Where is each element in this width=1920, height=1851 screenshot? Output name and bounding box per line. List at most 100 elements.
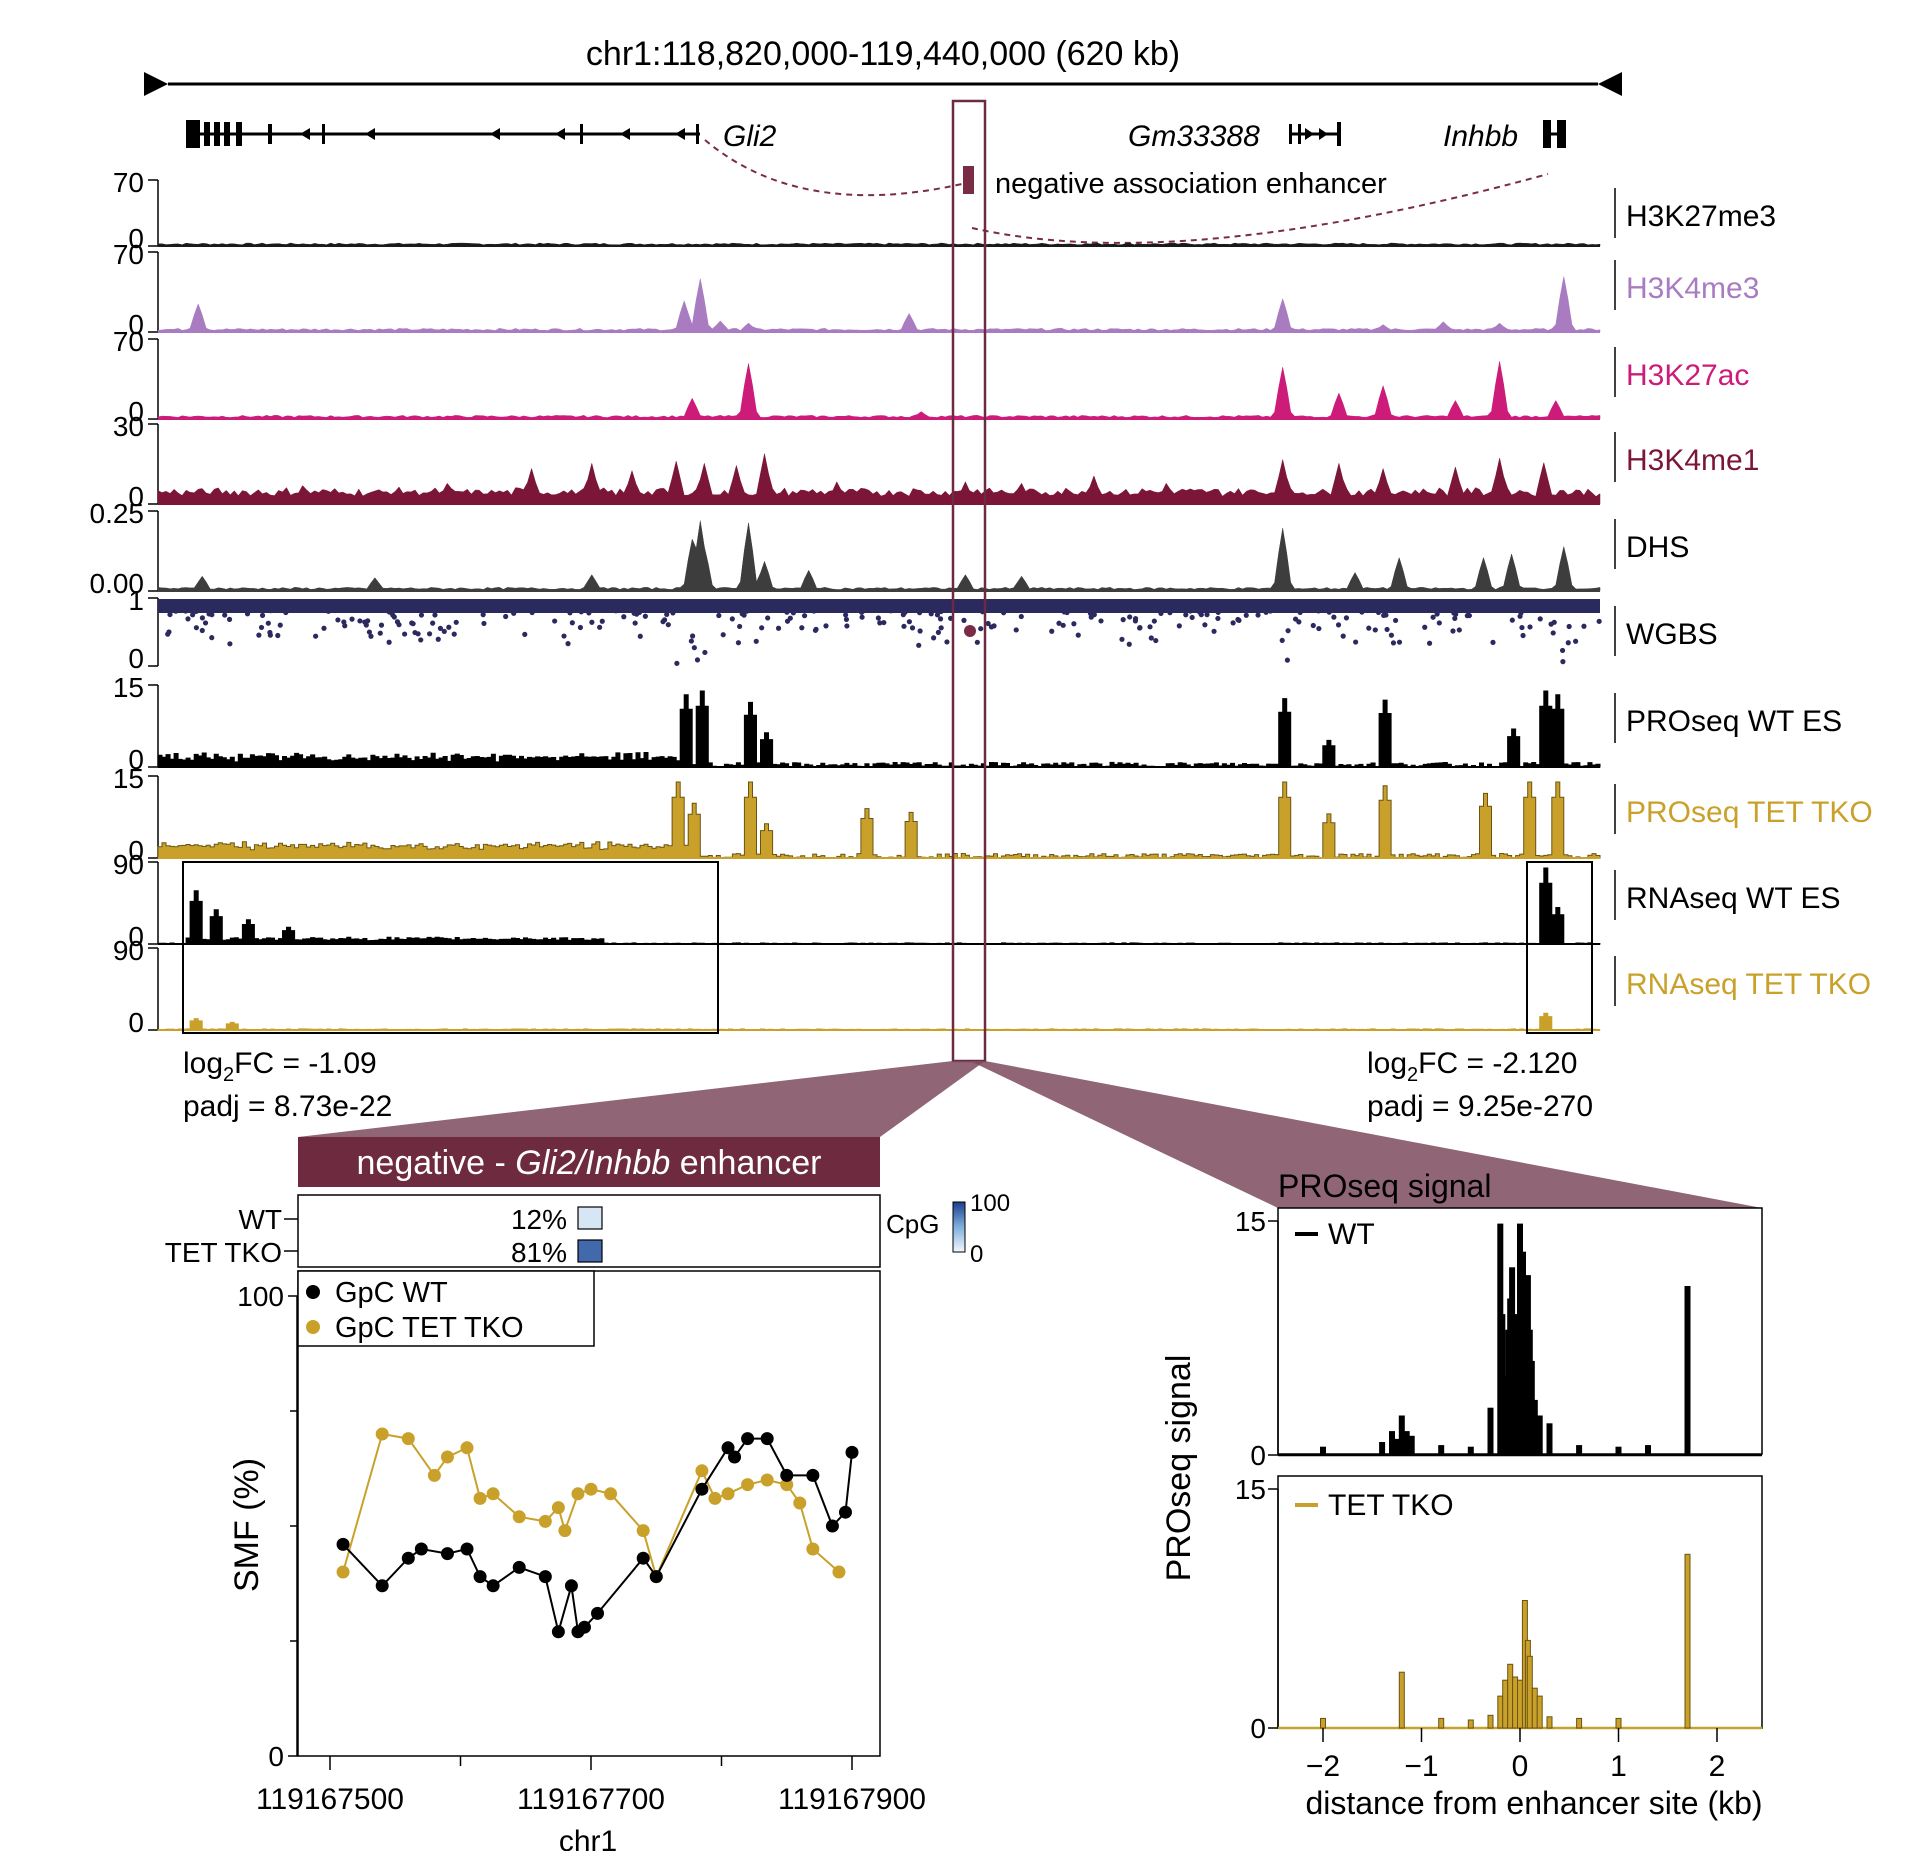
wgbs-cpg-dot <box>924 605 930 611</box>
wgbs-cpg-dot <box>441 628 447 635</box>
wgbs-cpg-dot <box>1098 606 1104 612</box>
gli2-padj: padj = 8.73e-22 <box>183 1090 392 1123</box>
wgbs-cpg-dot <box>888 608 894 614</box>
proseq-xtick-label: 2 <box>1709 1750 1726 1783</box>
wgbs-cpg-dot <box>463 605 469 611</box>
wgbs-cpg-dot <box>1229 605 1235 611</box>
wgbs-cpg-dot <box>533 605 539 611</box>
smf-ylabel: SMF (%) <box>228 1458 266 1592</box>
wgbs-cpg-dot <box>1310 622 1316 629</box>
wgbs-cpg-dot <box>1366 625 1372 631</box>
wgbs-cpg-dot <box>664 611 670 618</box>
wgbs-cpg-dot <box>448 605 454 611</box>
wgbs-cpg-dot <box>437 625 444 631</box>
track-ymin-label: 0 <box>128 396 144 427</box>
wgbs-cpg-dot <box>840 605 846 611</box>
wgbs-cpg-dot <box>1158 605 1164 611</box>
wgbs-cpg-dot <box>1354 606 1360 613</box>
enhancer-link-gli2 <box>704 139 963 197</box>
wgbs-cpg-dot <box>694 657 701 663</box>
wgbs-cpg-dot <box>637 633 643 639</box>
track-label: H3K27ac <box>1626 359 1749 392</box>
wgbs-cpg-dot <box>529 609 535 616</box>
wgbs-cpg-dot <box>985 620 991 627</box>
wgbs-cpg-dot <box>1075 632 1081 638</box>
smf-point-tko <box>558 1524 572 1538</box>
wgbs-cpg-dot <box>737 623 743 630</box>
zoom-wedge-left <box>298 1061 985 1137</box>
legend-marker-gpc-tko <box>306 1320 320 1334</box>
legend-label-gpc-wt: GpC WT <box>335 1277 448 1309</box>
smf-point-tko <box>375 1427 389 1441</box>
wgbs-cpg-dot <box>275 632 281 639</box>
wgbs-cpg-dot <box>202 620 209 626</box>
wgbs-cpg-dot <box>1056 620 1062 626</box>
wgbs-cpg-dot <box>1388 632 1395 638</box>
cpg-colorbar-min: 0 <box>970 1241 983 1268</box>
smf-point-tko <box>512 1510 526 1524</box>
smf-panel: negative - Gli2/Inhbb enhancer WT TET TK… <box>165 1137 1010 1851</box>
wgbs-cpg-dot <box>878 605 884 611</box>
wgbs-cpg-dot <box>1214 605 1221 611</box>
wgbs-cpg-dot <box>190 612 196 618</box>
wgbs-cpg-dot <box>916 610 923 616</box>
proseq-bar-tko <box>1615 1717 1622 1729</box>
smf-point-tko <box>401 1432 415 1446</box>
wgbs-cpg-dot <box>1430 614 1436 620</box>
wgbs-cpg-dot <box>396 622 402 628</box>
smf-point-tko <box>636 1524 650 1538</box>
wgbs-cpg-dot <box>1340 633 1346 639</box>
wgbs-cpg-dot <box>1426 640 1433 646</box>
wgbs-cpg-dot <box>674 660 680 666</box>
proseq-bar-tko <box>1398 1671 1405 1729</box>
wgbs-cpg-dot <box>811 608 817 614</box>
wgbs-cpg-dot <box>938 625 944 631</box>
wgbs-cpg-dot <box>1297 609 1303 616</box>
track-proseq-wt-es: 15 0 PROseq WT ES <box>113 672 1842 775</box>
proseq-bar-wt <box>1438 1445 1445 1456</box>
wgbs-cpg-dot <box>1158 610 1164 617</box>
wgbs-cpg-dot <box>823 623 829 629</box>
smf-point-tko <box>486 1487 500 1501</box>
wgbs-cpg-dot <box>1437 605 1443 611</box>
wgbs-cpg-dot <box>974 639 980 645</box>
track-signal <box>157 1012 1601 1031</box>
track-ymin-label: 0 <box>128 643 144 674</box>
wgbs-cpg-dot <box>1153 637 1159 644</box>
proseq-bar-wt <box>1576 1445 1583 1456</box>
track-ymax-label: 15 <box>113 763 144 794</box>
wgbs-cpg-dot <box>1165 606 1171 612</box>
wgbs-cpg-dot <box>1088 614 1094 620</box>
smf-point-tko <box>584 1482 598 1496</box>
proseq-bar-tko <box>1536 1695 1543 1729</box>
smf-point-wt <box>414 1542 428 1556</box>
smf-plot: 0 100 119167500 119167700 119167900 <box>237 1281 926 1816</box>
track-ymin-label: 0 <box>128 223 144 254</box>
wgbs-cpg-dot <box>451 631 457 637</box>
wgbs-cpg-dot <box>1045 607 1051 613</box>
wgbs-cpg-dot <box>1387 605 1393 612</box>
proseq-bar-wt <box>1393 1438 1400 1456</box>
wgbs-cpg-dot <box>1215 609 1221 615</box>
wgbs-cpg-dot <box>259 612 266 618</box>
wgbs-cpg-dot <box>1392 617 1399 624</box>
wgbs-cpg-dot <box>432 612 438 618</box>
cpg-value-tko: 81% <box>511 1237 567 1268</box>
wgbs-cpg-dot <box>170 605 176 611</box>
smf-point-wt <box>375 1579 389 1593</box>
smf-title: negative - Gli2/Inhbb enhancer <box>357 1144 822 1182</box>
wgbs-cpg-dot <box>165 631 171 637</box>
wgbs-cpg-dot <box>1001 610 1007 616</box>
wgbs-cpg-dot <box>552 618 558 624</box>
wgbs-cpg-dot <box>1137 625 1143 631</box>
wgbs-cpg-dot <box>1335 622 1342 628</box>
smf-point-wt <box>564 1579 578 1593</box>
proseq-bar-tko <box>1502 1679 1509 1729</box>
wgbs-cpg-dot <box>1176 623 1182 629</box>
wgbs-cpg-dot <box>1346 605 1352 612</box>
wgbs-cpg-dot <box>843 612 849 618</box>
proseq-bar-tko <box>1487 1714 1494 1729</box>
wgbs-cpg-dot <box>813 626 819 632</box>
wgbs-cpg-dot <box>363 622 369 628</box>
smf-line-tko <box>342 1432 840 1580</box>
